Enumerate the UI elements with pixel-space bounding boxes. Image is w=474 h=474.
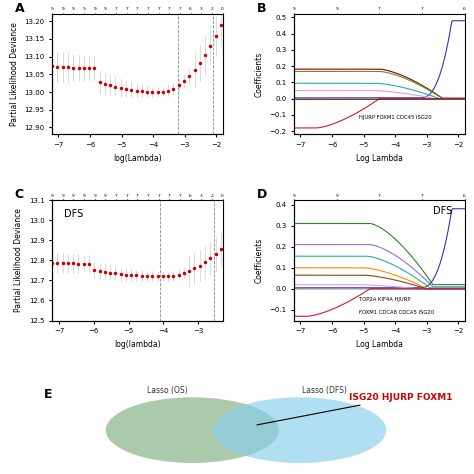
Circle shape bbox=[213, 397, 386, 463]
Text: FOXM1 CDCA8 CDCA5 ISG20: FOXM1 CDCA8 CDCA5 ISG20 bbox=[359, 310, 434, 315]
Text: A: A bbox=[15, 2, 24, 15]
X-axis label: Log Lambda: Log Lambda bbox=[356, 340, 403, 349]
X-axis label: log(Lambda): log(Lambda) bbox=[113, 154, 162, 163]
X-axis label: Log Lambda: Log Lambda bbox=[356, 154, 403, 163]
Text: D: D bbox=[256, 188, 267, 201]
Text: HJURP FOXM1 CDC45 ISG20: HJURP FOXM1 CDC45 ISG20 bbox=[359, 115, 431, 120]
Text: Lasso (DFS): Lasso (DFS) bbox=[302, 386, 347, 395]
Text: ISG20 HJURP FOXM1: ISG20 HJURP FOXM1 bbox=[257, 393, 453, 425]
Text: E: E bbox=[44, 388, 53, 401]
Circle shape bbox=[106, 397, 279, 463]
Text: Lasso (OS): Lasso (OS) bbox=[147, 386, 188, 395]
Text: DFS: DFS bbox=[433, 206, 453, 216]
Y-axis label: Coefficients: Coefficients bbox=[255, 238, 264, 283]
Text: DFS: DFS bbox=[64, 209, 83, 219]
Y-axis label: Partial Likelihood Deviance: Partial Likelihood Deviance bbox=[9, 22, 18, 126]
Y-axis label: Coefficients: Coefficients bbox=[255, 52, 264, 97]
Y-axis label: Partial Likelihood Deviance: Partial Likelihood Deviance bbox=[14, 209, 23, 312]
Text: TOP2A KIF4A HJURP: TOP2A KIF4A HJURP bbox=[359, 298, 410, 302]
X-axis label: log(lambda): log(lambda) bbox=[114, 340, 161, 349]
Text: C: C bbox=[15, 188, 24, 201]
Text: B: B bbox=[256, 2, 266, 15]
